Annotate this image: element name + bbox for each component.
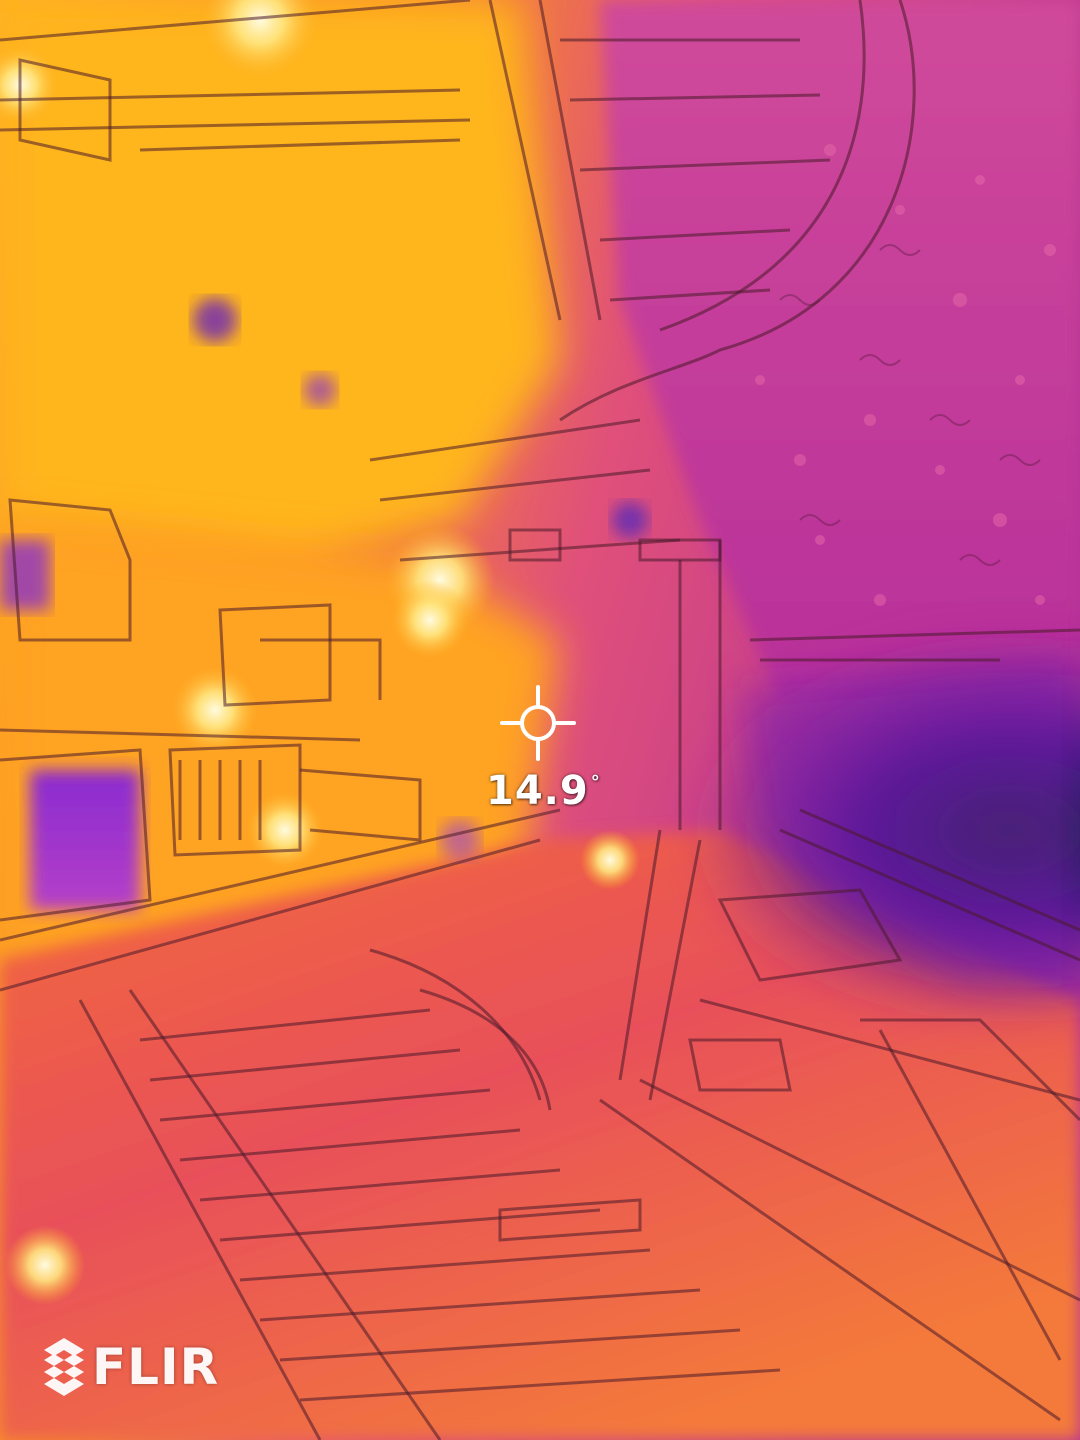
flir-logo-icon <box>44 1338 84 1396</box>
spot-meter-crosshair-icon <box>500 685 576 761</box>
flir-wordmark: FLIR <box>92 1338 220 1396</box>
flir-logo: FLIR <box>44 1336 219 1398</box>
temperature-readout: 14.9 ° <box>486 768 600 814</box>
temperature-unit: ° <box>590 772 601 793</box>
temperature-value: 14.9 <box>486 768 589 814</box>
